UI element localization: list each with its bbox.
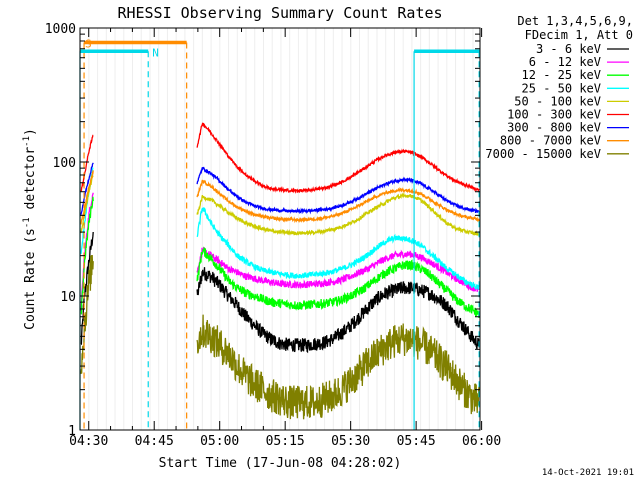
x-tick-label: 05:30 xyxy=(331,434,370,449)
legend: Det 1,3,4,5,6,9, FDecim 1, Att 0 3 - 6 k… xyxy=(485,14,633,161)
y-tick-label: 1 xyxy=(68,424,76,439)
night-label: N xyxy=(152,46,159,59)
timestamp: 14-Oct-2021 19:01 xyxy=(542,468,634,478)
time-grid xyxy=(79,28,474,430)
axis-ticks: 04:30 04:45 05:00 05:15 05:30 05:45 06:00 1 10 10… xyxy=(45,22,501,449)
legend-label: 12 - 25 keV xyxy=(522,68,601,82)
series-line xyxy=(196,267,480,354)
series-line xyxy=(196,207,480,290)
series-line xyxy=(196,122,480,194)
saa-label: S xyxy=(85,37,92,50)
legend-label: 3 - 6 keV xyxy=(536,42,601,56)
chart-title: RHESSI Observing Summary Count Rates xyxy=(117,4,442,22)
x-tick-label: 05:45 xyxy=(397,434,436,449)
legend-label: 100 - 300 keV xyxy=(507,108,601,122)
series-line xyxy=(196,246,480,319)
legend-label: 800 - 7000 keV xyxy=(500,134,601,148)
legend-header-line: Det 1,3,4,5,6,9, xyxy=(517,14,633,28)
legend-label: 6 - 12 keV xyxy=(529,55,601,69)
series-line xyxy=(80,231,94,345)
legend-label: 7000 - 15000 keV xyxy=(485,147,601,161)
y-tick-label: 1000 xyxy=(45,22,76,37)
series-line xyxy=(80,174,94,234)
x-tick-label: 04:30 xyxy=(69,434,108,449)
y-tick-label: 100 xyxy=(53,156,76,171)
x-tick-label: 05:00 xyxy=(200,434,239,449)
legend-label: 50 - 100 keV xyxy=(514,94,601,108)
y-axis-label: Count Rate (s-1 detector-1) xyxy=(22,128,38,330)
x-axis-label: Start Time (17-Jun-08 04:28:02) xyxy=(159,456,402,471)
series-line xyxy=(196,166,480,215)
legend-label: 300 - 800 keV xyxy=(507,121,601,135)
series-lines xyxy=(80,122,480,420)
legend-label: 25 - 50 keV xyxy=(522,81,601,95)
series-line xyxy=(80,162,94,215)
series-line xyxy=(196,314,480,420)
legend-header-line: FDecim 1, Att 0 xyxy=(525,28,633,42)
attenuator-night-markers: SN xyxy=(79,37,480,430)
series-line xyxy=(80,170,94,225)
series-line xyxy=(196,192,480,236)
x-tick-label: 06:00 xyxy=(462,434,501,449)
plot-frame xyxy=(79,27,481,431)
series-line xyxy=(80,196,94,315)
x-tick-label: 05:15 xyxy=(266,434,305,449)
x-tick-label: 04:45 xyxy=(135,434,174,449)
y-tick-label: 10 xyxy=(60,290,76,305)
series-line xyxy=(196,246,480,292)
series-line xyxy=(196,179,480,224)
